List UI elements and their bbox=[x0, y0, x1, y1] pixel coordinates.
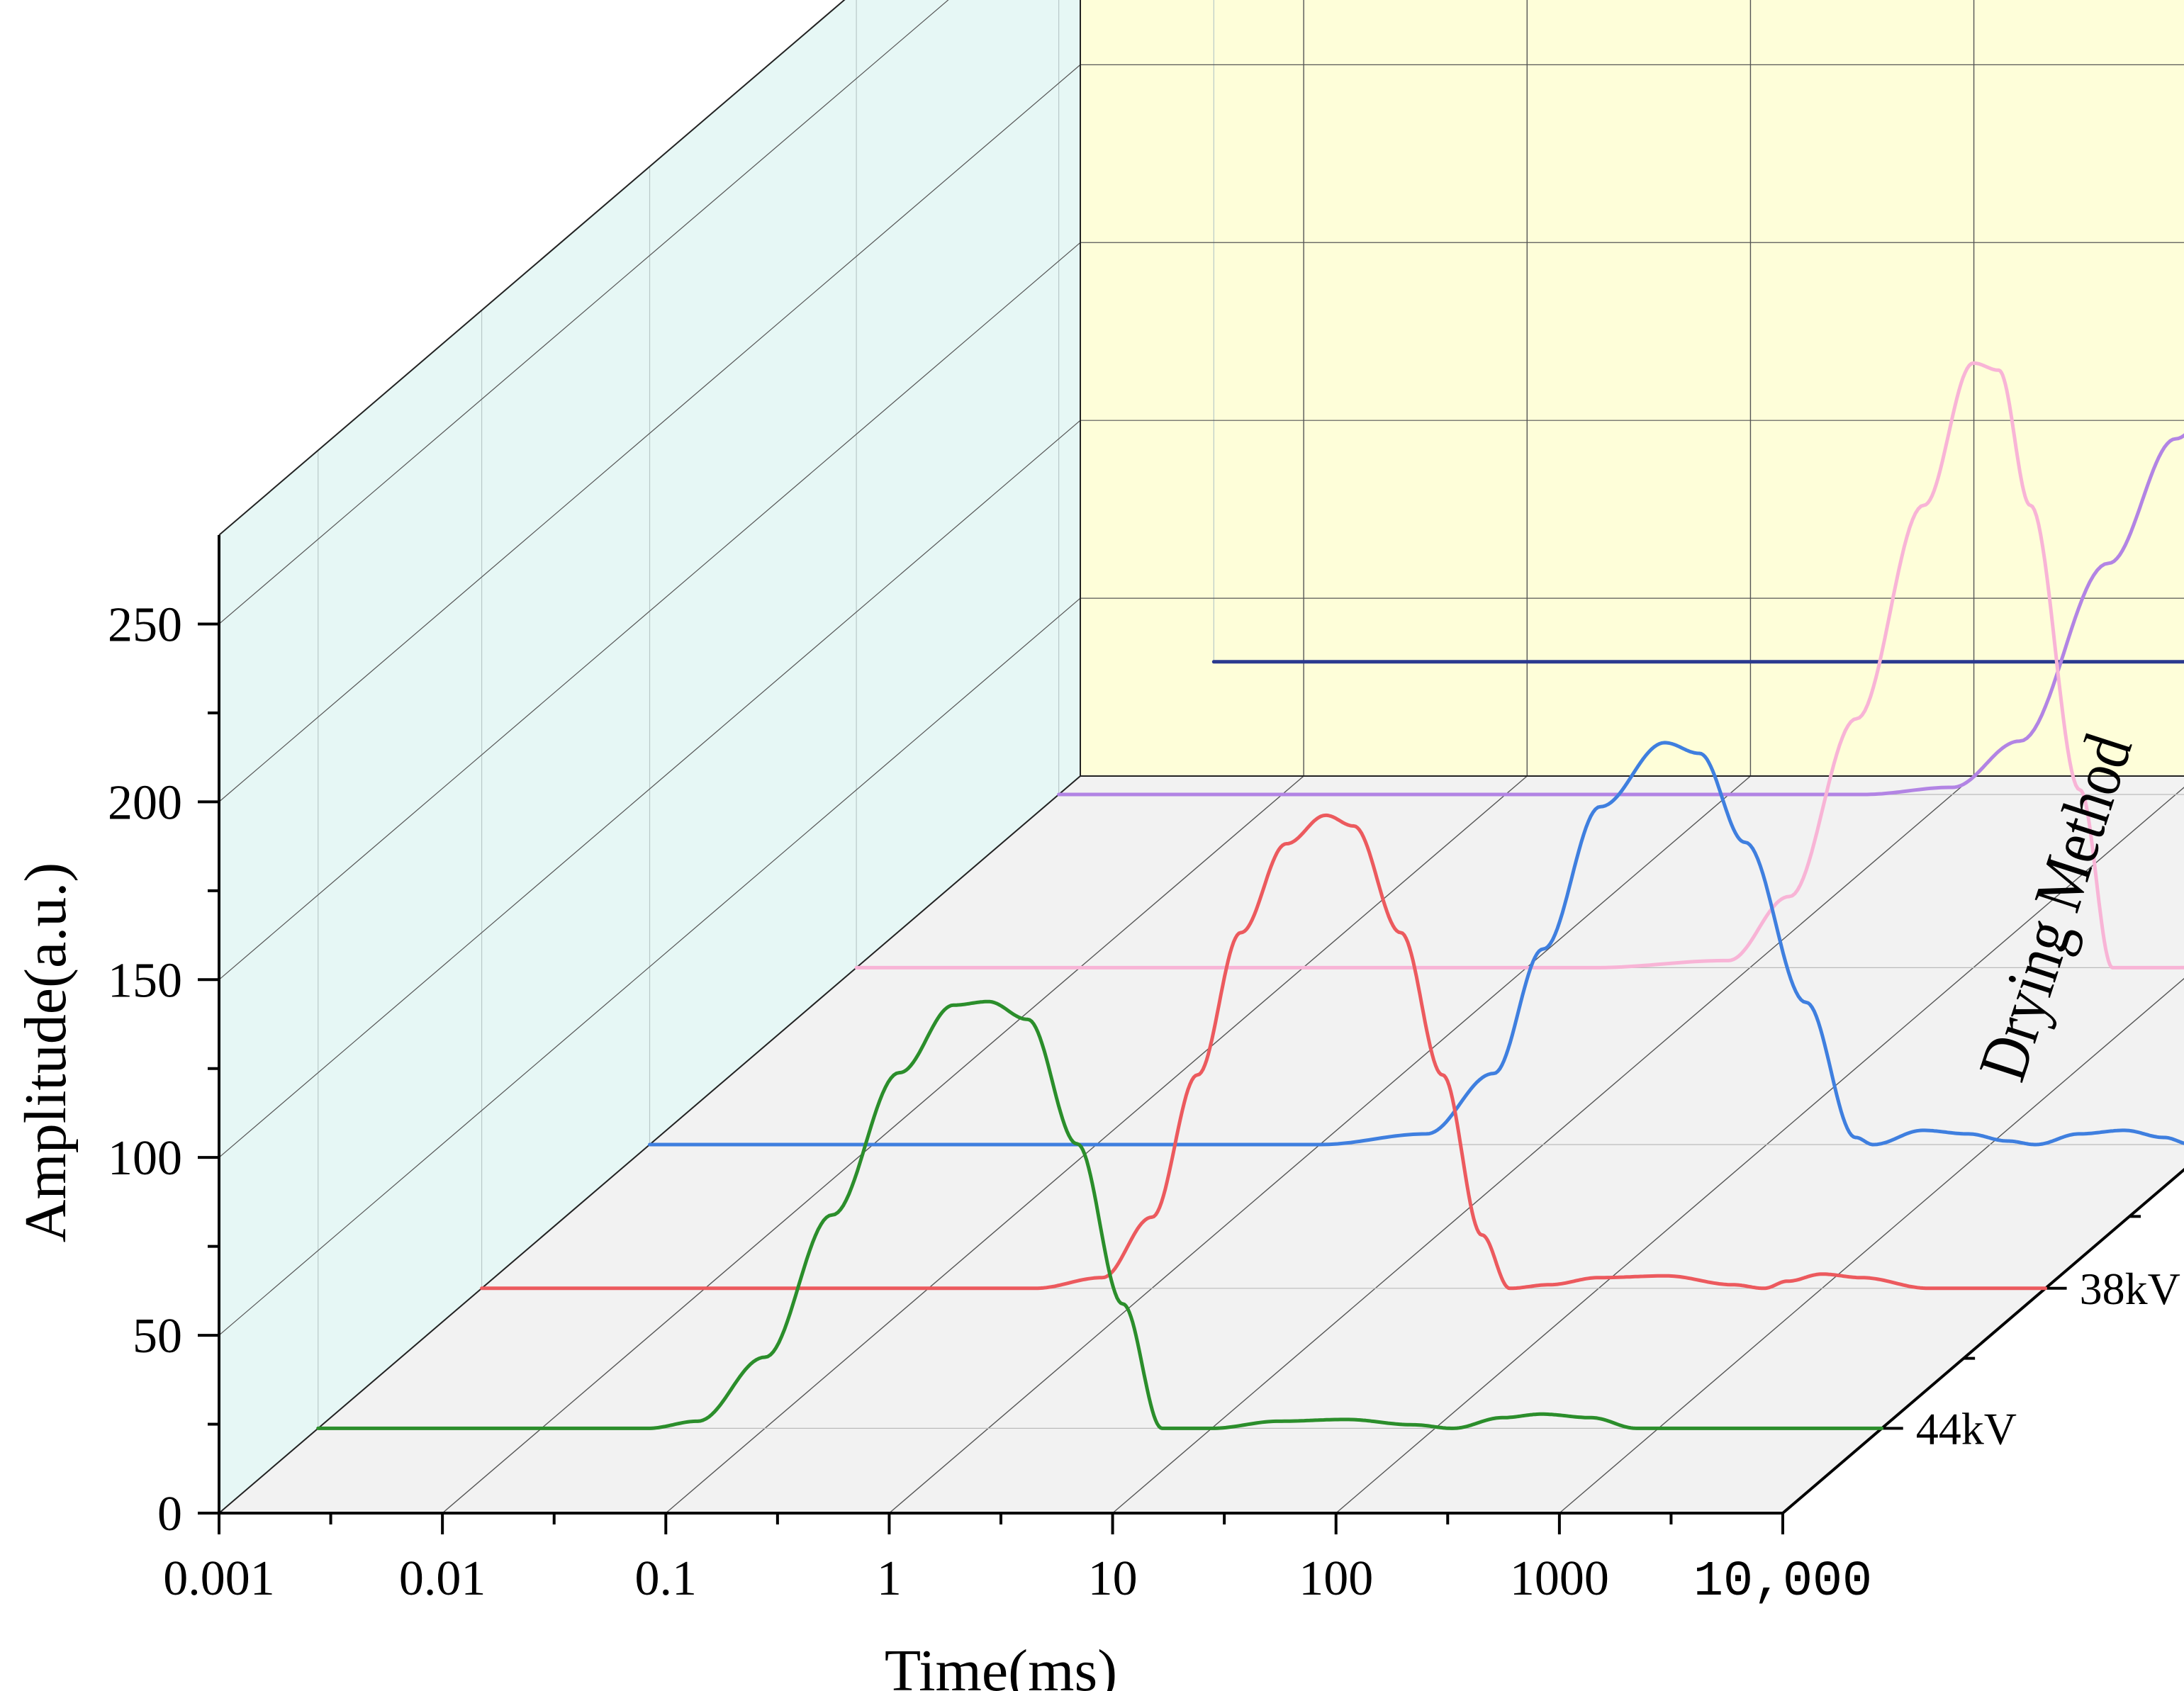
z-tick-label-4: 200 bbox=[108, 775, 182, 830]
side-grid-z-2 bbox=[218, 420, 1081, 1158]
x-tick-label-2: 0.1 bbox=[635, 1551, 698, 1606]
chart-axes bbox=[198, 535, 2184, 1534]
x-tick-label-5: 100 bbox=[1299, 1551, 1373, 1606]
x-tick-label-4: 10 bbox=[1088, 1551, 1138, 1606]
chart-labels: 0.001 0.01 0.1 1 10 100 1000 10,000 Time(ms) 0 50 1… bbox=[13, 597, 2180, 1691]
y-axis-line bbox=[1781, 1167, 2184, 1515]
z-tick-label-5: 250 bbox=[108, 597, 182, 652]
side-grid-z-3 bbox=[218, 242, 1081, 980]
y-tick-label-1: 38kV bbox=[2080, 1264, 2180, 1314]
x-tick-label-7: 10,000 bbox=[1693, 1554, 1872, 1610]
x-tick-label-0: 0.001 bbox=[163, 1551, 275, 1606]
x-axis-title: Time(ms) bbox=[885, 1638, 1117, 1691]
series-line-32kv bbox=[648, 741, 2184, 1147]
chart-series bbox=[316, 361, 2184, 1430]
y-tick-label-0: 44kV bbox=[1916, 1403, 2017, 1454]
back-wall bbox=[1080, 0, 2184, 776]
z-tick-label-2: 100 bbox=[108, 1131, 182, 1186]
side-grid-z-4 bbox=[218, 64, 1081, 802]
side-grid-z-5 bbox=[218, 0, 949, 624]
z-axis-title: Amplitude(a.u.) bbox=[13, 863, 79, 1243]
series-line-20kv bbox=[1057, 433, 2184, 797]
x-tick-label-1: 0.01 bbox=[399, 1551, 486, 1606]
chart-walls bbox=[219, 0, 2184, 1513]
series-line-26kv bbox=[854, 361, 2184, 970]
x-tick-label-6: 1000 bbox=[1510, 1551, 1609, 1606]
series-line-38kv bbox=[480, 813, 2048, 1291]
side-grid-z-1 bbox=[218, 597, 1081, 1336]
series-line-44kv bbox=[316, 999, 1884, 1430]
z-tick-label-3: 150 bbox=[108, 953, 182, 1008]
z-tick-label-0: 0 bbox=[157, 1487, 182, 1541]
x-tick-label-3: 1 bbox=[877, 1551, 902, 1606]
z-tick-label-1: 50 bbox=[133, 1309, 182, 1364]
wall-outline-top bbox=[218, 0, 846, 536]
